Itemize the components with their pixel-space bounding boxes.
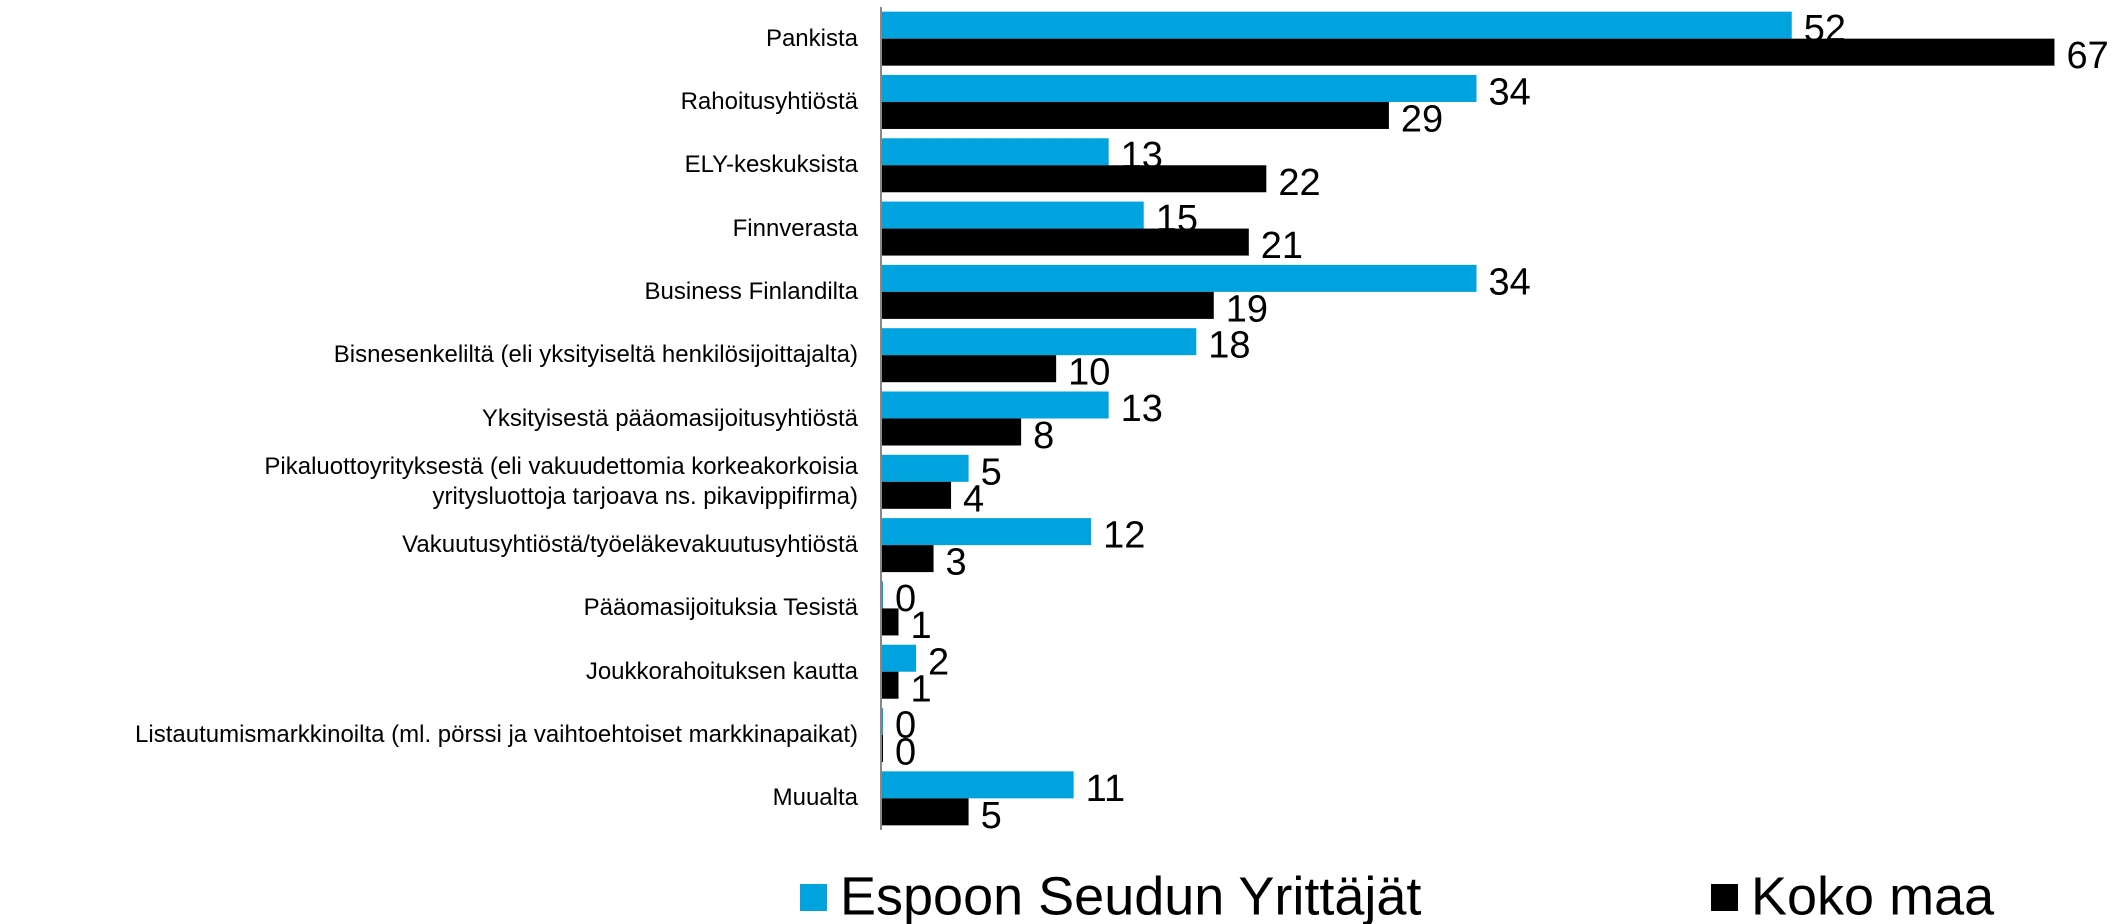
value-label: 3 — [946, 542, 967, 584]
bar — [881, 228, 1249, 256]
value-label: 2 — [928, 641, 949, 683]
value-label: 1 — [911, 668, 932, 710]
legend-swatch — [1711, 884, 1738, 911]
value-label: 0 — [895, 732, 916, 774]
bar — [881, 291, 1214, 319]
value-label: 29 — [1401, 98, 1443, 140]
legend-label: Espoon Seudun Yrittäjät — [840, 866, 1421, 924]
value-label: 8 — [1033, 415, 1054, 457]
bar — [881, 771, 1074, 799]
bar — [881, 355, 1057, 383]
bar — [881, 798, 969, 826]
value-label: 13 — [1121, 388, 1163, 430]
bar — [881, 138, 1109, 166]
bar — [881, 264, 1477, 292]
category-label: Yksityisestä pääomasijoitusyhtiöstä — [481, 404, 858, 432]
category-label: Joukkorahoituksen kautta — [585, 657, 858, 685]
value-label: 4 — [963, 478, 984, 520]
value-label: 34 — [1488, 261, 1530, 303]
bar — [881, 201, 1144, 229]
legend-label: Koko maa — [1751, 866, 1995, 924]
value-label: 21 — [1261, 225, 1303, 267]
value-label: 19 — [1226, 288, 1268, 330]
category-label: Listautumismarkkinoilta (ml. pörssi ja v… — [135, 721, 858, 749]
bar — [881, 454, 969, 482]
value-label: 1 — [911, 605, 932, 647]
category-label: Muualta — [772, 784, 858, 812]
value-label: 18 — [1208, 325, 1250, 367]
category-label: Finnverasta — [732, 214, 858, 242]
bar — [881, 481, 952, 509]
bar — [881, 545, 934, 573]
bar — [881, 518, 1092, 546]
value-label: 12 — [1103, 515, 1145, 557]
value-label: 34 — [1488, 71, 1530, 113]
bar — [881, 101, 1389, 129]
value-label: 22 — [1278, 162, 1320, 204]
bar — [881, 38, 2055, 66]
category-label: Pankista — [765, 24, 858, 52]
category-label: ELY-keskuksista — [684, 151, 858, 179]
bar — [881, 644, 917, 672]
legend-swatch — [800, 884, 827, 911]
bar — [881, 11, 1792, 39]
bar — [881, 391, 1109, 419]
value-label: 10 — [1068, 352, 1110, 394]
value-label: 11 — [1086, 768, 1125, 810]
bar — [881, 671, 899, 699]
category-label: Business Finlandilta — [644, 277, 858, 305]
category-label: Bisnesenkeliltä (eli yksityiseltä henkil… — [333, 341, 858, 369]
category-label: Pääomasijoituksia Tesistä — [583, 594, 858, 622]
bar — [881, 328, 1197, 356]
bar — [881, 608, 899, 636]
bar — [881, 74, 1477, 102]
category-label: Pikaluottoyrityksestä (eli vakuudettomia… — [264, 452, 858, 510]
category-label: Rahoitusyhtiöstä — [680, 87, 858, 115]
value-label: 5 — [981, 451, 1002, 493]
bar — [881, 165, 1267, 193]
value-label: 67 — [2066, 35, 2108, 77]
category-label: Vakuutusyhtiöstä/työeläkevakuutusyhtiöst… — [402, 531, 858, 559]
bar — [881, 418, 1022, 446]
value-label: 0 — [895, 578, 916, 620]
value-label: 0 — [895, 705, 916, 747]
value-label: 5 — [981, 795, 1002, 837]
